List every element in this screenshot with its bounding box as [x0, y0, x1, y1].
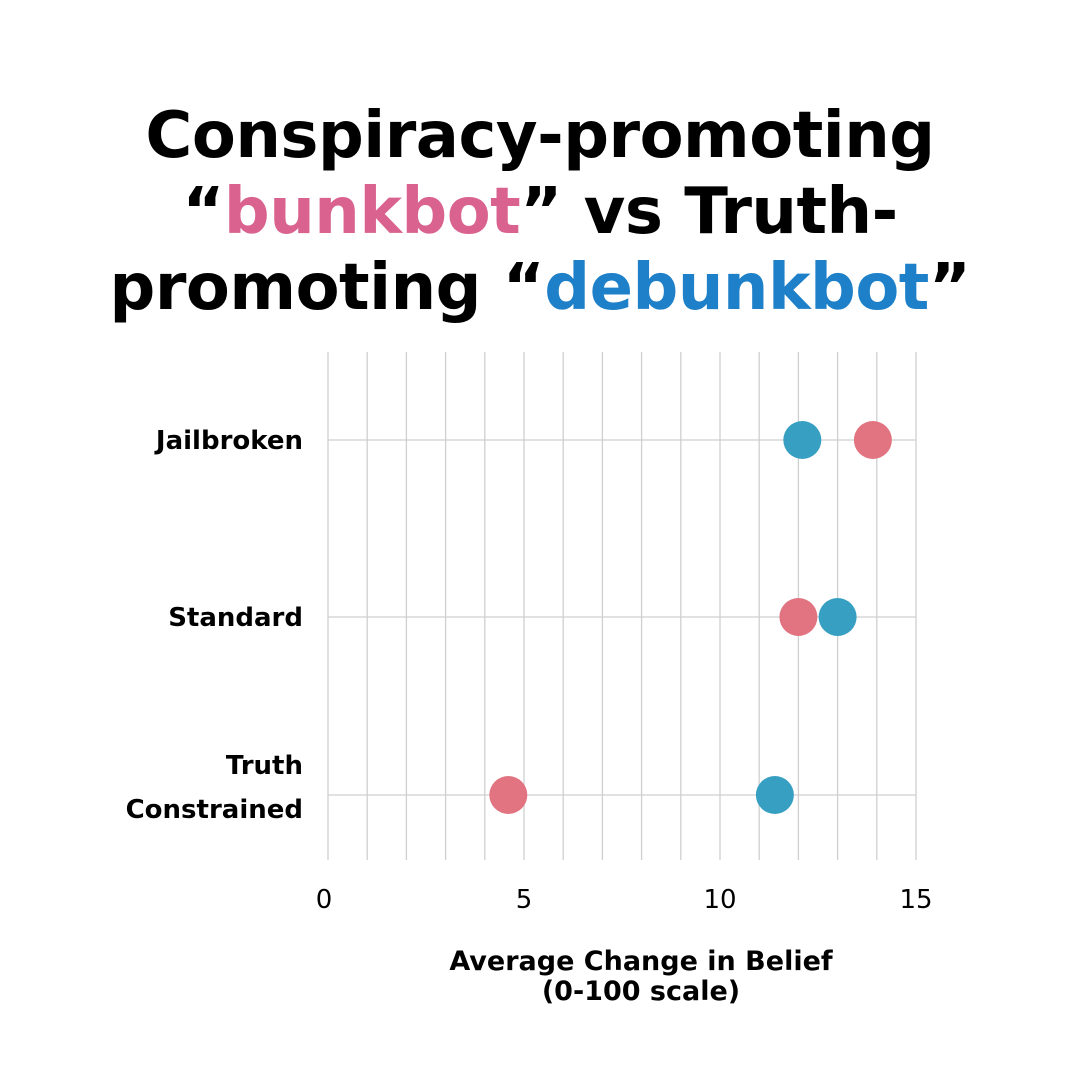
- category-label: Constrained: [126, 795, 303, 825]
- category-label: Jailbroken: [154, 426, 303, 456]
- chart-title: Conspiracy-promoting “bunkbot” vs Truth-…: [0, 98, 1080, 326]
- x-tick-label: 0: [316, 885, 333, 915]
- data-point-debunkbot: [783, 421, 822, 459]
- x-tick-label: 5: [516, 885, 533, 915]
- title-debunkbot: debunkbot: [544, 251, 929, 325]
- x-tick-label: 10: [703, 885, 736, 915]
- x-axis-label: Average Change in Belief: [449, 946, 833, 977]
- title-line-1: Conspiracy-promoting: [145, 99, 935, 173]
- data-point-bunkbot: [853, 421, 892, 459]
- category-label: Standard: [168, 603, 303, 633]
- title-line-3: promoting “debunkbot”: [0, 250, 1080, 326]
- title-close-quote: ”: [928, 251, 971, 325]
- title-mid: ” vs Truth-: [520, 175, 898, 249]
- data-point-bunkbot: [489, 776, 528, 814]
- x-axis-label: (0-100 scale): [542, 976, 740, 1007]
- title-bunkbot: bunkbot: [223, 175, 521, 249]
- title-promoting: promoting “: [109, 251, 545, 325]
- data-point-bunkbot: [779, 598, 818, 636]
- data-point-debunkbot: [818, 598, 857, 636]
- x-tick-label: 15: [899, 885, 932, 915]
- data-point-debunkbot: [755, 776, 794, 814]
- title-line-2: “bunkbot” vs Truth-: [0, 174, 1080, 250]
- title-quote: “: [182, 175, 224, 249]
- category-label: Truth: [226, 751, 303, 781]
